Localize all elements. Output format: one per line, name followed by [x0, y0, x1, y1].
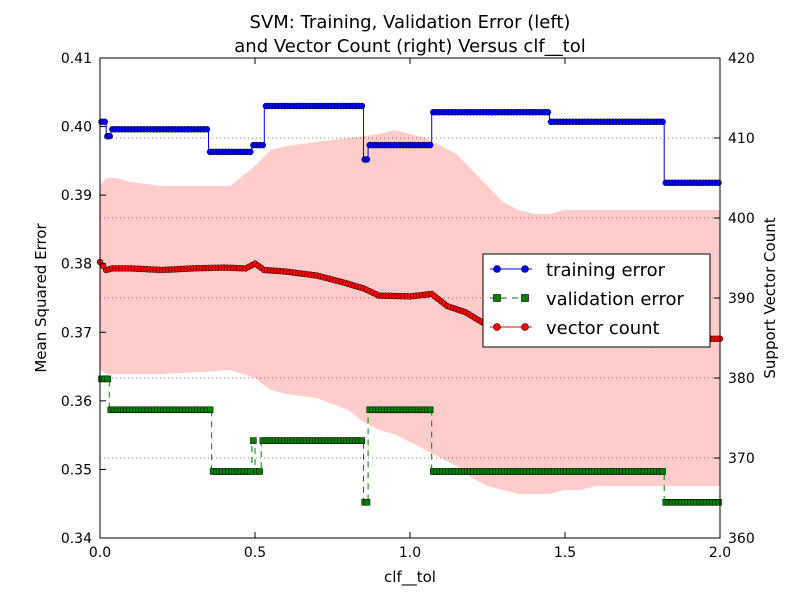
legend-validation-label: validation error [546, 289, 685, 310]
y-axis-left: 0.34 0.35 0.36 0.37 0.38 0.39 0.40 0.41 [61, 51, 106, 547]
legend-item-vector: vector count [490, 318, 660, 339]
y-right-tick-label: 380 [728, 371, 755, 387]
training-error-point [544, 108, 552, 116]
y-right-tick-label: 370 [728, 451, 755, 467]
training-error-point [101, 118, 108, 126]
y-right-tick-label: 420 [728, 51, 755, 67]
y-right-tick-label: 390 [728, 291, 755, 307]
validation-error-series [98, 375, 722, 506]
training-error-point [259, 141, 267, 149]
x-tick-label: 2.0 [709, 545, 731, 561]
x-tick-label: 0.0 [89, 545, 111, 561]
x-tick-label: 0.5 [244, 545, 266, 561]
legend: training error validation error vector c… [482, 253, 711, 348]
validation-error-point [659, 468, 666, 475]
legend-item-validation: validation error [490, 289, 685, 310]
y-left-tick-label: 0.38 [61, 257, 92, 273]
y-left-tick-label: 0.37 [61, 325, 92, 341]
legend-vector-label: vector count [546, 318, 660, 339]
y-axis-right: 360 370 380 390 400 410 420 [714, 51, 755, 547]
training-error-point [358, 102, 366, 110]
x-axis: 0.0 0.5 1.0 1.5 2.0 [89, 58, 731, 561]
x-axis-label: clf__tol [384, 568, 436, 587]
validation-error-point [426, 406, 434, 414]
training-error-point [247, 148, 254, 156]
y-left-tick-label: 0.39 [61, 188, 92, 204]
validation-error-markers [98, 375, 722, 506]
x-tick-label: 1.5 [554, 545, 576, 561]
training-error-point [203, 126, 211, 133]
y-left-tick-label: 0.34 [61, 531, 92, 547]
legend-training-label: training error [546, 260, 666, 281]
band-layer [100, 130, 720, 494]
x-tick-label: 1.0 [399, 545, 421, 561]
validation-error-point [358, 437, 366, 444]
validation-error-point [256, 468, 263, 475]
y-left-tick-label: 0.36 [61, 394, 92, 410]
validation-error-point [104, 375, 112, 383]
training-error-point [426, 141, 434, 149]
validation-error-point [250, 437, 257, 444]
chart-title-line1: SVM: Training, Validation Error (left) [250, 12, 571, 33]
y-axis-left-label: Mean Squared Error [32, 223, 50, 373]
y-right-tick-label: 360 [728, 531, 755, 547]
validation-error-point [247, 468, 254, 475]
y-right-tick-label: 410 [728, 131, 755, 147]
training-error-point [659, 118, 666, 126]
y-left-tick-label: 0.40 [61, 120, 92, 136]
training-error-series [98, 102, 722, 187]
validation-error-point [363, 499, 371, 506]
legend-item-training: training error [490, 260, 666, 281]
y-left-tick-label: 0.35 [61, 462, 92, 478]
training-error-markers [98, 102, 722, 187]
y-right-tick-label: 400 [728, 211, 755, 227]
chart-title-line2: and Vector Count (right) Versus clf__tol [234, 36, 585, 57]
training-error-point [106, 132, 113, 140]
y-left-tick-label: 0.41 [61, 51, 92, 67]
legend-validation-marker [493, 294, 501, 302]
y-axis-right-label: Support Vector Count [761, 217, 779, 378]
training-error-point [363, 156, 371, 163]
validation-error-point [206, 406, 214, 414]
vector-count-band [100, 130, 720, 494]
legend-training-marker [493, 265, 501, 273]
validation-error-line [100, 378, 720, 503]
validation-error-point [715, 499, 722, 506]
legend-vector-marker [493, 323, 501, 331]
training-error-point [715, 179, 722, 187]
